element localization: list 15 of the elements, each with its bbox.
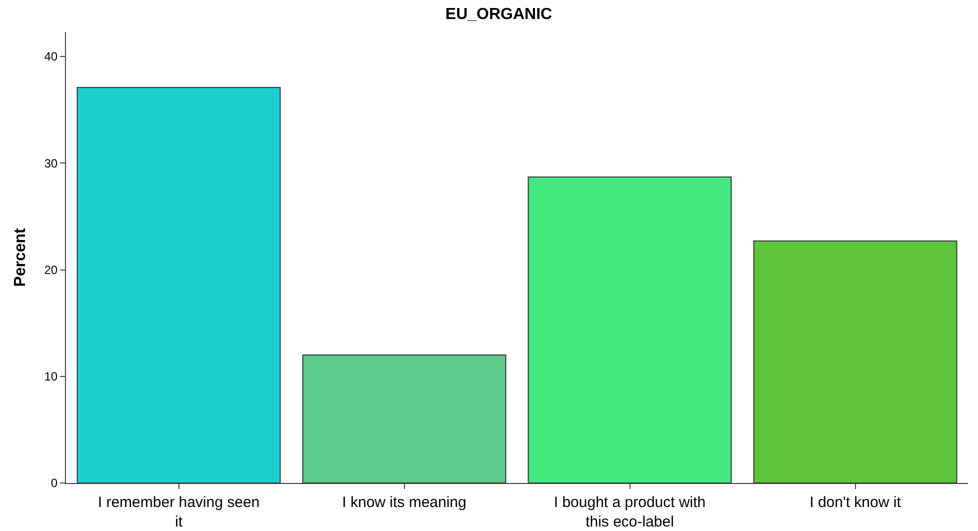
y-tick-label: 40 — [44, 50, 58, 64]
x-tick-label: I remember having seen it — [98, 494, 260, 530]
x-tick-label: I bought a product with this eco-label — [554, 494, 706, 530]
y-tick-label: 10 — [44, 370, 58, 384]
bar — [302, 354, 506, 483]
y-axis-title: Percent — [12, 227, 30, 287]
bar — [753, 240, 958, 483]
bar — [528, 176, 732, 483]
chart-title: EU_ORGANIC — [445, 6, 553, 24]
y-tick-label: 0 — [50, 476, 58, 490]
y-tick-label: 20 — [44, 262, 58, 277]
bar — [76, 86, 281, 483]
x-tick-label: I don't know it — [810, 494, 902, 511]
y-tick-label: 30 — [44, 156, 58, 170]
x-tick-label: I know its meaning — [342, 494, 466, 511]
